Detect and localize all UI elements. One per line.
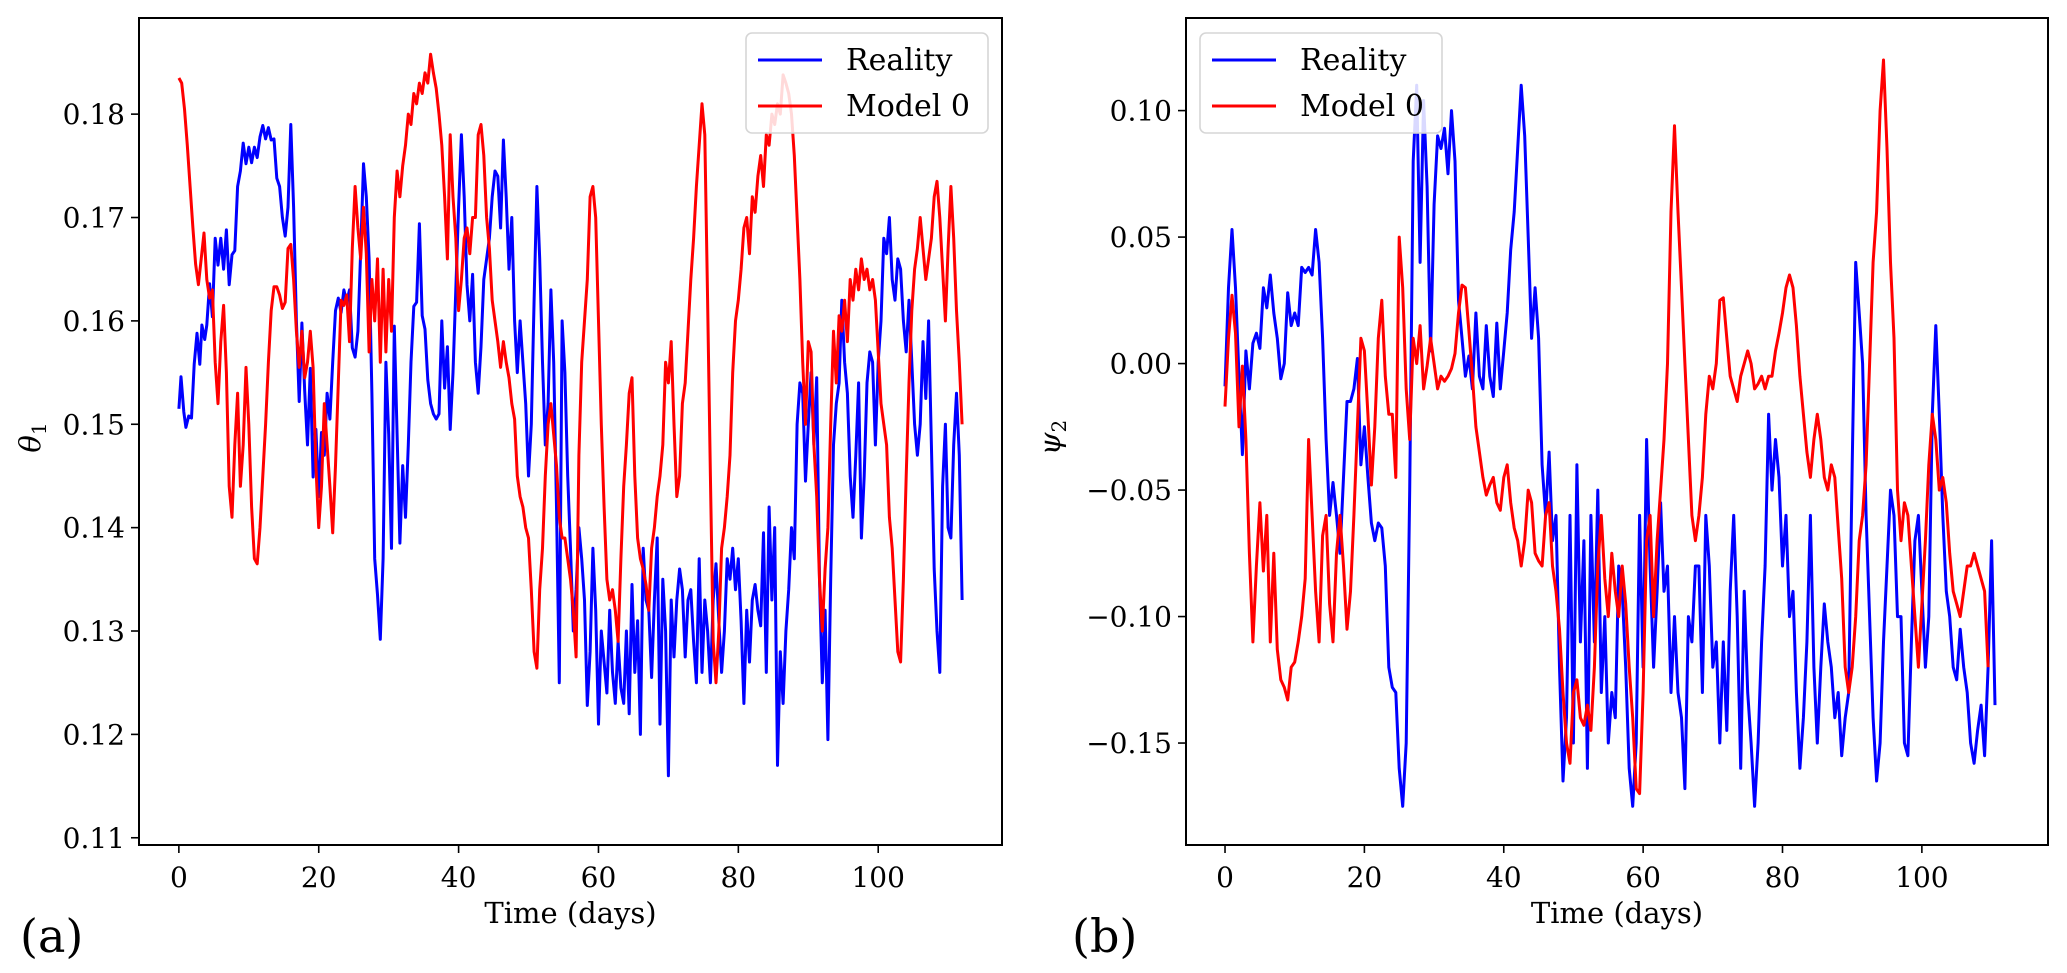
panel-a-series: [177, 52, 964, 778]
panel-a-legend-label-model-0: Model 0: [846, 89, 970, 124]
panel-b-xtick-label: 100: [1895, 861, 1948, 894]
panel-a-ylabel-main: θ: [13, 435, 47, 452]
panel-a-xtick-label: 80: [721, 861, 757, 894]
panel-a-xlabel: Time (days): [484, 896, 656, 930]
panel-a-series-model-0: [177, 52, 964, 685]
panel-a-ylabel-sub: 1: [27, 422, 51, 435]
panel-b-label: (b): [1072, 909, 1137, 963]
panel-a-ytick-label: 0.18: [63, 98, 125, 131]
panel-b-legend-label-model-0: Model 0: [1300, 89, 1424, 124]
panel-a-ytick-label: 0.11: [63, 822, 125, 855]
panel-a-legend-box: [745, 32, 989, 134]
panel-b-xtick-label: 40: [1486, 861, 1522, 894]
panel-b-xlabel: Time (days): [1531, 896, 1703, 930]
panel-b-xtick-label: 80: [1765, 861, 1801, 894]
panel-b-ylabel: ψ2: [1033, 420, 1071, 455]
panel-b: 0 20 40 60 80 100−0.15−0.10−0.050.000.050.10 …: [1033, 17, 2049, 963]
panel-a-label: (a): [20, 909, 83, 963]
panel-b-ytick-label: −0.15: [1086, 727, 1172, 760]
panel-a-xtick-label: 40: [441, 861, 477, 894]
panel-b-xtick-label: 20: [1347, 861, 1383, 894]
panel-a-xtick-label: 20: [301, 861, 337, 894]
panel-a-xtick-label: 100: [851, 861, 904, 894]
panel-b-legend-label-reality: Reality: [1300, 43, 1406, 78]
panel-a-ytick-label: 0.17: [63, 202, 125, 235]
panel-a-ylabel: θ1: [13, 422, 51, 452]
panel-a-legend-label-reality: Reality: [846, 43, 952, 78]
panel-a-series-reality: [177, 123, 964, 778]
panel-a-axes-frame: [138, 17, 1003, 846]
panel-a-ticks: 0 20 40 60 80 100 0.11 0.12 0.13 0.14 0.15 0.16 0.17…: [63, 98, 905, 894]
panel-b-ytick-label: −0.05: [1086, 474, 1172, 507]
panel-b-ylabel-main: ψ: [1033, 432, 1067, 455]
panel-b-ytick-label: 0.10: [1110, 95, 1172, 128]
panel-b-xtick-label: 60: [1625, 861, 1661, 894]
panel-b-legend: Reality Model 0: [1199, 32, 1443, 134]
panel-b-ytick-label: 0.05: [1110, 221, 1172, 254]
panel-a: 0 20 40 60 80 100 0.11 0.12 0.13 0.14 0.15 0.16 0.17…: [13, 17, 1003, 963]
panel-a-xtick-label: 60: [581, 861, 617, 894]
panel-b-ticks: 0 20 40 60 80 100 −0.15 −0.10 −0.05 0.00 0.05 0.10: [1086, 95, 1948, 894]
panel-a-ytick-label: 0.15: [63, 408, 125, 441]
panel-b-xtick-label: 0: [1216, 861, 1234, 894]
panel-b-ylabel-sub: 2: [1047, 420, 1071, 433]
panel-a-ytick-label: 0.16: [63, 305, 125, 338]
panel-a-ytick-label: 0.12: [63, 718, 125, 751]
panel-b-legend-box: [1199, 32, 1443, 134]
panel-b-series-model-0: [1223, 58, 1990, 796]
panel-b-series-reality: [1223, 83, 1997, 808]
panel-a-legend: Reality Model 0: [745, 32, 989, 134]
panel-b-axes-frame: [1185, 17, 2049, 846]
panel-b-ytick-label: 0.00: [1110, 348, 1172, 381]
panel-b-ytick-label: −0.10: [1086, 601, 1172, 634]
panel-a-ytick-label: 0.14: [63, 512, 125, 545]
panel-a-xtick-label: 0: [170, 861, 188, 894]
panel-b-series: [1223, 58, 1997, 808]
panel-a-ytick-label: 0.13: [63, 615, 125, 648]
